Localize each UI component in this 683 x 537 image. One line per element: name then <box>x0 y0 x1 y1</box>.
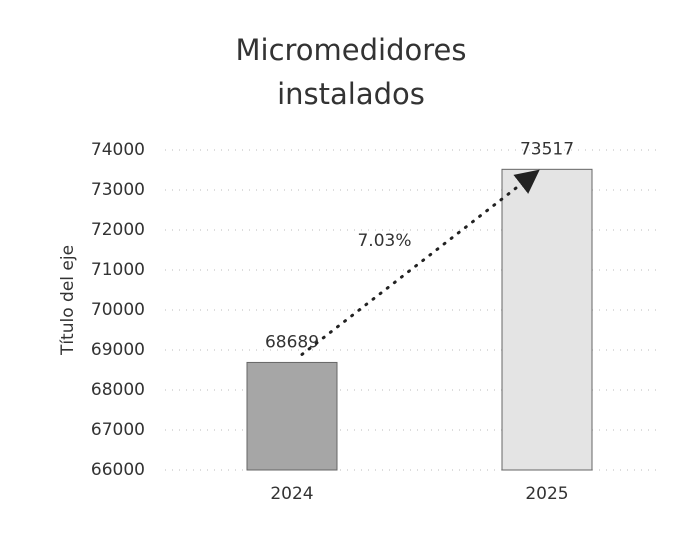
y-tick-label: 70000 <box>91 300 145 320</box>
y-tick-label: 71000 <box>91 260 145 280</box>
y-tick-label: 69000 <box>91 340 145 360</box>
y-tick-label: 74000 <box>91 140 145 160</box>
data-label: 73517 <box>520 139 574 159</box>
annotation: 7.03% <box>357 231 411 251</box>
x-tick-label: 2024 <box>270 484 313 504</box>
chart-title: Micromedidores instalados <box>235 33 467 111</box>
change-arrow <box>300 169 540 356</box>
y-tick-label: 72000 <box>91 220 145 240</box>
y-tick-label: 68000 <box>91 380 145 400</box>
y-tick-label: 66000 <box>91 460 145 480</box>
x-tick-label: 2025 <box>525 484 568 504</box>
y-tick-label: 67000 <box>91 420 145 440</box>
data-label: 68689 <box>265 332 319 352</box>
bar <box>501 168 593 471</box>
bar <box>246 361 338 471</box>
y-tick-label: 73000 <box>91 180 145 200</box>
y-axis-label: Título del eje <box>58 245 78 356</box>
